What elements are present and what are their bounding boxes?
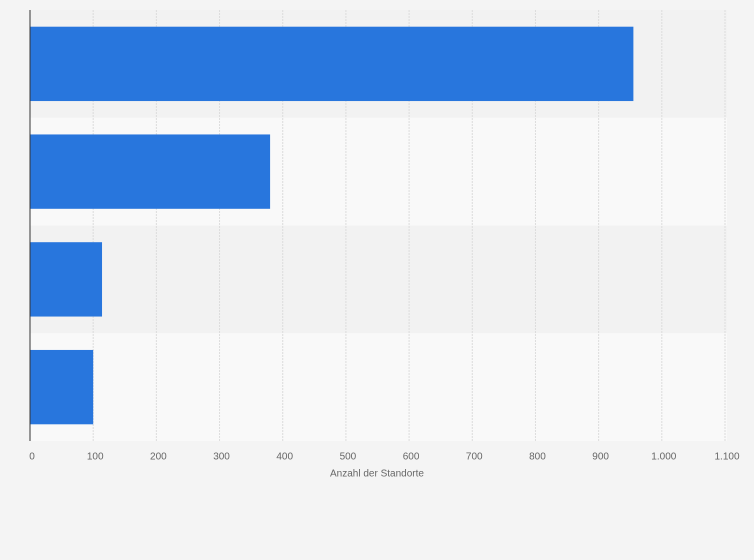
band-background xyxy=(30,333,727,441)
x-tick-label: 800 xyxy=(529,452,546,463)
x-tick-label: 500 xyxy=(340,452,357,463)
x-axis-label: Anzahl der Standorte xyxy=(330,469,424,480)
bar xyxy=(30,26,634,102)
x-tick-label: 1.000 xyxy=(651,452,676,463)
bar xyxy=(30,134,271,209)
x-tick-label: 0 xyxy=(29,452,35,463)
x-tick-label: 400 xyxy=(276,452,293,463)
band-background xyxy=(30,225,727,334)
x-tick-label: 900 xyxy=(592,452,609,463)
bar xyxy=(30,242,103,317)
x-tick-label: 200 xyxy=(150,452,167,463)
bar xyxy=(30,349,94,425)
x-tick-label: 1.100 xyxy=(714,452,739,463)
x-tick-label: 700 xyxy=(466,452,483,463)
x-tick-label: 300 xyxy=(213,452,230,463)
x-tick-label: 100 xyxy=(87,452,104,463)
x-tick-label: 600 xyxy=(403,452,420,463)
